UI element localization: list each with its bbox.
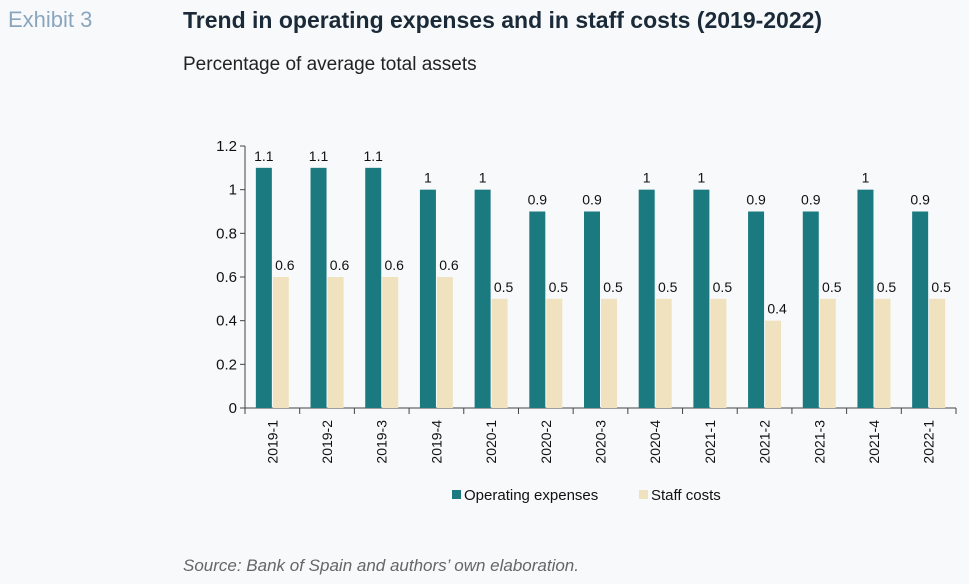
x-tick-label: 2021-1 [702, 420, 718, 464]
exhibit-label: Exhibit 3 [8, 7, 93, 32]
data-label-operating-expenses: 0.9 [746, 192, 766, 208]
bar-staff-costs [272, 277, 289, 408]
bar-staff-costs [710, 298, 727, 408]
data-label-operating-expenses: 0.9 [582, 192, 602, 208]
bar-operating-expenses [365, 167, 382, 408]
legend-label-staff-costs: Staff costs [651, 487, 721, 504]
bar-operating-expenses [529, 211, 546, 408]
data-label-staff-costs: 0.6 [275, 257, 295, 273]
data-label-staff-costs: 0.5 [494, 279, 514, 295]
bar-operating-expenses [693, 189, 710, 408]
x-tick-label: 2019-1 [264, 420, 280, 464]
data-label-operating-expenses: 0.9 [801, 192, 821, 208]
bar-staff-costs [655, 298, 672, 408]
x-tick-label: 2020-2 [538, 420, 554, 464]
data-label-staff-costs: 0.5 [603, 279, 623, 295]
data-label-operating-expenses: 1 [862, 170, 870, 186]
x-tick-label: 2019-2 [319, 420, 335, 464]
chart-title: Trend in operating expenses and in staff… [183, 7, 823, 33]
bar-operating-expenses [474, 189, 491, 408]
data-label-staff-costs: 0.5 [877, 279, 897, 295]
y-tick-label: 0.4 [216, 313, 237, 330]
data-label-staff-costs: 0.6 [439, 257, 459, 273]
source-note: Source: Bank of Spain and authors’ own e… [183, 556, 579, 575]
data-label-staff-costs: 0.4 [767, 301, 787, 317]
x-tick-label: 2019-3 [374, 420, 390, 464]
data-label-staff-costs: 0.5 [713, 279, 733, 295]
x-tick-label: 2020-3 [593, 420, 609, 464]
y-tick-label: 0 [229, 400, 237, 417]
legend-swatch-staff-costs [639, 490, 648, 499]
bar-staff-costs [929, 298, 946, 408]
bar-staff-costs [491, 298, 508, 408]
legend-label-operating-expenses: Operating expenses [464, 487, 598, 504]
data-label-staff-costs: 0.5 [931, 279, 951, 295]
bar-staff-costs [546, 298, 563, 408]
data-label-operating-expenses: 1.1 [363, 148, 383, 164]
data-label-staff-costs: 0.6 [384, 257, 404, 273]
bar-staff-costs [601, 298, 617, 408]
data-label-operating-expenses: 1.1 [309, 148, 329, 164]
data-label-staff-costs: 0.5 [822, 279, 842, 295]
bar-operating-expenses [802, 211, 819, 408]
y-tick-label: 0.2 [216, 356, 237, 373]
data-label-staff-costs: 0.5 [549, 279, 569, 295]
chart-subtitle: Percentage of average total assets [183, 54, 477, 75]
bar-staff-costs [874, 298, 891, 408]
y-tick-label: 0.6 [216, 269, 237, 286]
bar-operating-expenses [255, 167, 272, 408]
x-tick-label: 2020-1 [483, 420, 499, 464]
y-tick-label: 1.2 [216, 138, 237, 155]
bar-staff-costs [382, 277, 399, 408]
legend-swatch-operating-expenses [452, 490, 461, 499]
bar-operating-expenses [419, 189, 436, 408]
x-tick-label: 2020-4 [647, 420, 663, 464]
data-label-operating-expenses: 0.9 [910, 192, 930, 208]
data-label-staff-costs: 0.6 [330, 257, 350, 273]
bar-staff-costs [819, 298, 836, 408]
data-label-operating-expenses: 1 [643, 170, 651, 186]
bar-operating-expenses [310, 167, 327, 408]
data-label-operating-expenses: 1 [697, 170, 705, 186]
bar-operating-expenses [857, 189, 874, 408]
data-label-operating-expenses: 0.9 [528, 192, 548, 208]
bar-staff-costs [765, 320, 782, 408]
bar-staff-costs [327, 277, 344, 408]
data-label-operating-expenses: 1.1 [254, 148, 274, 164]
x-tick-label: 2021-2 [757, 420, 773, 464]
x-tick-label: 2021-3 [811, 420, 827, 464]
bar-staff-costs [436, 277, 453, 408]
x-tick-label: 2021-4 [866, 420, 882, 464]
data-label-operating-expenses: 1 [479, 170, 487, 186]
bar-operating-expenses [748, 211, 765, 408]
data-label-operating-expenses: 1 [424, 170, 432, 186]
y-tick-label: 0.8 [216, 225, 237, 242]
data-label-staff-costs: 0.5 [658, 279, 678, 295]
y-tick-label: 1 [229, 182, 237, 199]
bar-operating-expenses [584, 211, 600, 408]
x-tick-label: 2019-4 [428, 420, 444, 464]
x-tick-label: 2022-1 [921, 420, 937, 464]
bar-operating-expenses [638, 189, 655, 408]
bar-operating-expenses [912, 211, 929, 408]
